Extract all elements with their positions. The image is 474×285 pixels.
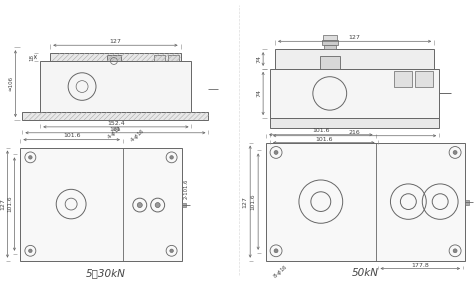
Circle shape <box>453 150 457 154</box>
Circle shape <box>274 249 278 253</box>
Bar <box>322 40 337 44</box>
Bar <box>324 44 336 49</box>
Circle shape <box>28 249 32 253</box>
Text: 101.6: 101.6 <box>312 128 329 133</box>
Bar <box>50 53 181 61</box>
Text: 127: 127 <box>0 198 5 210</box>
Bar <box>415 71 433 87</box>
Text: 8-$\phi$16: 8-$\phi$16 <box>271 262 290 281</box>
Circle shape <box>155 203 160 207</box>
Circle shape <box>170 249 173 253</box>
Text: 101.6: 101.6 <box>315 137 333 142</box>
Text: 74: 74 <box>256 89 262 97</box>
Text: 101.6: 101.6 <box>251 193 255 210</box>
Text: 5～30kN: 5～30kN <box>86 268 126 278</box>
Text: 152.4: 152.4 <box>107 121 125 126</box>
Text: 101.6: 101.6 <box>7 196 12 212</box>
Text: 74: 74 <box>256 55 262 63</box>
Text: 101.6: 101.6 <box>63 133 81 138</box>
Bar <box>275 49 434 69</box>
Bar <box>270 69 439 118</box>
Bar <box>320 56 340 69</box>
Text: 181: 181 <box>109 127 121 132</box>
Text: 127: 127 <box>349 35 361 40</box>
Bar <box>323 35 337 40</box>
Text: 4-$\phi$16: 4-$\phi$16 <box>128 126 147 144</box>
Bar <box>182 203 185 207</box>
Bar <box>40 61 191 112</box>
Bar <box>20 148 182 261</box>
Text: 18: 18 <box>29 54 34 60</box>
Text: 50kN: 50kN <box>352 268 379 278</box>
Text: 127: 127 <box>109 39 121 44</box>
Bar <box>394 71 412 87</box>
Circle shape <box>137 203 142 207</box>
Bar <box>154 55 164 61</box>
Bar <box>168 55 179 61</box>
Bar <box>22 112 209 120</box>
Bar <box>266 142 465 261</box>
Circle shape <box>170 156 173 159</box>
Bar <box>107 55 121 61</box>
Text: 216: 216 <box>349 130 361 135</box>
Circle shape <box>453 249 457 253</box>
Text: 4-$\phi$16: 4-$\phi$16 <box>105 123 124 142</box>
Bar <box>270 118 439 128</box>
Bar <box>465 200 469 205</box>
Circle shape <box>274 150 278 154</box>
Text: 177.8: 177.8 <box>411 262 429 268</box>
Text: 2-101.6: 2-101.6 <box>184 179 189 199</box>
Text: 127: 127 <box>243 196 248 207</box>
Circle shape <box>28 156 32 159</box>
Text: ≈106: ≈106 <box>8 76 13 91</box>
